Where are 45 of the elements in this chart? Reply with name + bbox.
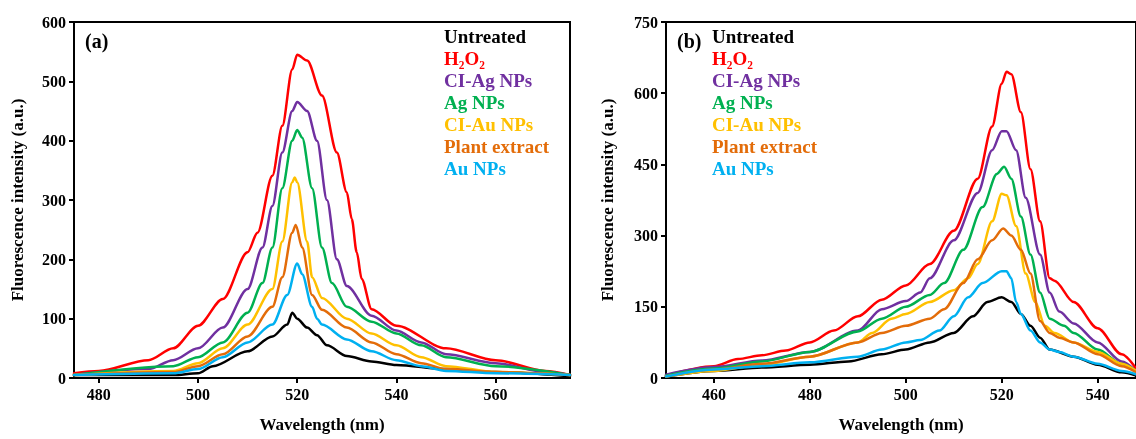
x-tick-label: 480 bbox=[86, 385, 111, 403]
y-tick-label: 450 bbox=[634, 155, 658, 173]
text: Au NPs bbox=[444, 158, 506, 179]
y-axis-title: Fluorescence intensity (a.u.) bbox=[598, 98, 617, 302]
text: Untreated bbox=[444, 26, 527, 47]
x-axis-title: Wavelength (nm) bbox=[838, 415, 964, 434]
chart-title: (a) bbox=[85, 30, 109, 53]
text: Ag NPs bbox=[712, 92, 773, 113]
text: CI-Au NPs bbox=[444, 114, 534, 135]
text: H₂O₂ bbox=[712, 48, 754, 69]
text: Plant extract bbox=[444, 136, 550, 157]
y-tick-label: 0 bbox=[58, 369, 66, 387]
y-tick-label: 750 bbox=[634, 13, 658, 31]
y-tick-label: 150 bbox=[634, 298, 658, 316]
x-tick-label: 480 bbox=[797, 385, 822, 403]
y-tick-label: 600 bbox=[42, 13, 66, 31]
chart-title: (b) bbox=[677, 30, 702, 53]
x-tick-label: 540 bbox=[384, 385, 409, 403]
x-tick-label: 560 bbox=[483, 385, 508, 403]
text: CI-Ag NPs bbox=[444, 70, 533, 91]
y-tick-label: 200 bbox=[42, 250, 66, 268]
x-axis-title: Wavelength (nm) bbox=[259, 415, 385, 434]
text: CI-Ag NPs bbox=[712, 70, 801, 91]
text: Plant extract bbox=[712, 136, 818, 157]
text: Ag NPs bbox=[444, 92, 505, 113]
x-tick-label: 500 bbox=[186, 385, 210, 403]
y-axis-title: Fluorescence intensity (a.u.) bbox=[8, 98, 27, 302]
x-tick-label: 520 bbox=[285, 385, 310, 403]
x-tick-label: 540 bbox=[1085, 385, 1110, 403]
x-tick-label: 520 bbox=[989, 385, 1014, 403]
text: Untreated bbox=[712, 26, 795, 47]
y-tick-label: 100 bbox=[42, 310, 66, 328]
line-series bbox=[664, 269, 1136, 378]
y-tick-label: 500 bbox=[42, 72, 66, 90]
y-tick-label: 300 bbox=[634, 227, 658, 245]
text: CI-Au NPs bbox=[712, 114, 802, 135]
text: H₂O₂ bbox=[444, 48, 486, 69]
y-tick-label: 300 bbox=[42, 191, 66, 209]
y-tick-label: 600 bbox=[634, 84, 658, 102]
text: Au NPs bbox=[712, 158, 774, 179]
y-tick-label: 400 bbox=[42, 132, 66, 150]
x-tick-label: 500 bbox=[893, 385, 918, 403]
x-tick-label: 460 bbox=[701, 385, 726, 403]
line-series bbox=[72, 262, 572, 377]
y-tick-label: 0 bbox=[650, 369, 658, 387]
